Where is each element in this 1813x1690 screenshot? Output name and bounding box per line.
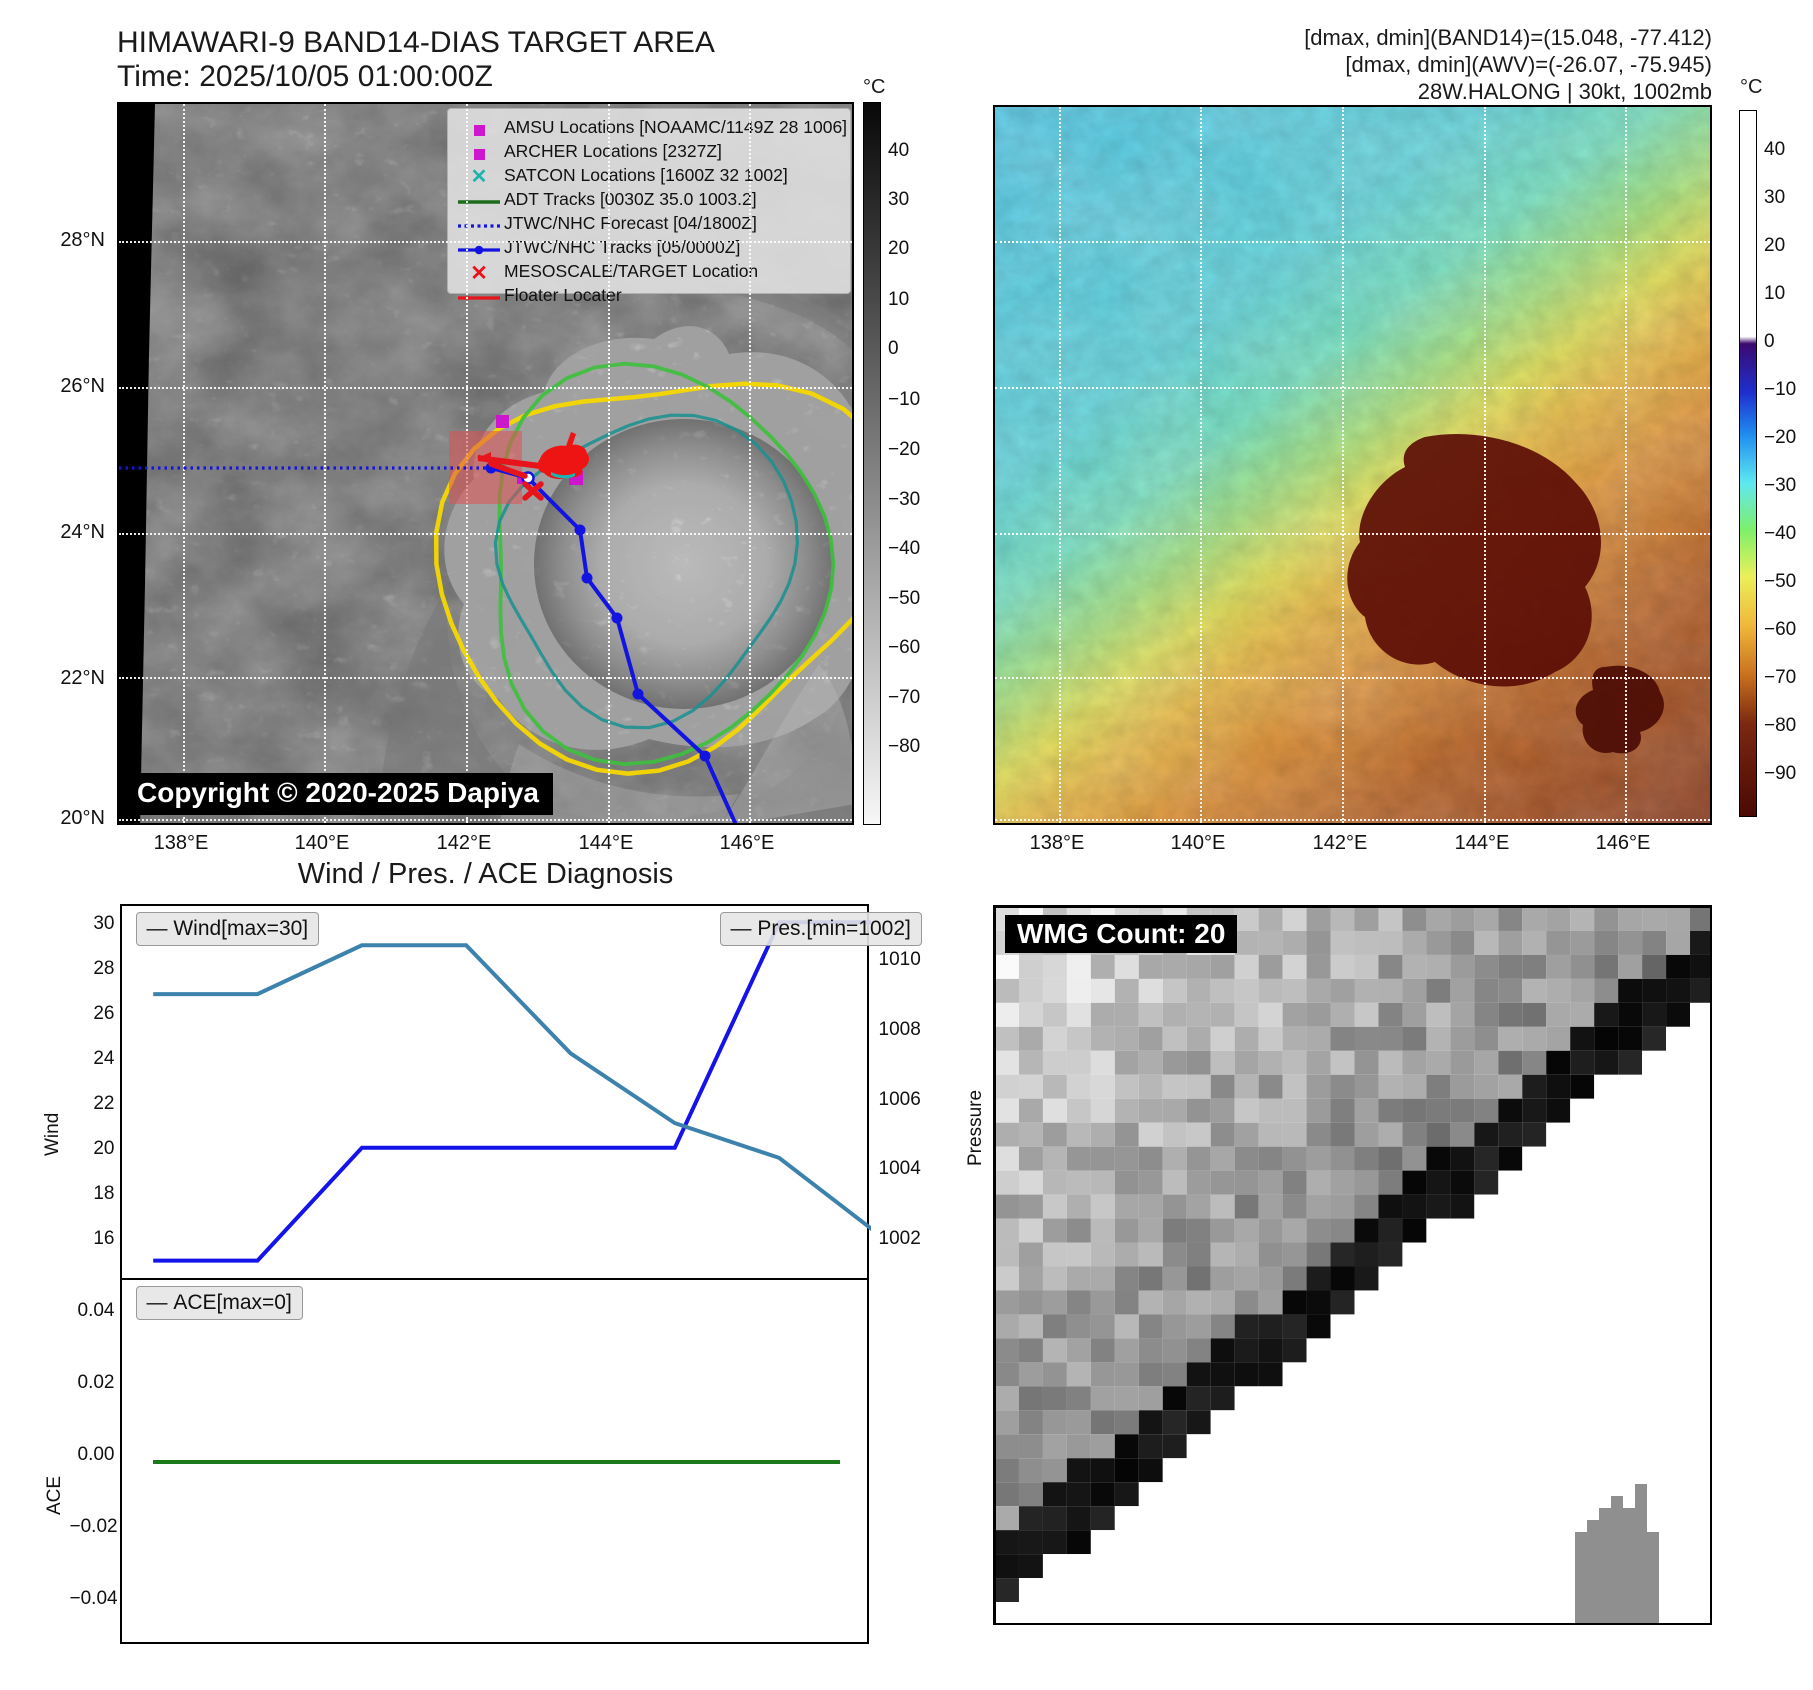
svg-text:✕: ✕ (471, 167, 488, 187)
svg-text:✕: ✕ (470, 263, 488, 283)
